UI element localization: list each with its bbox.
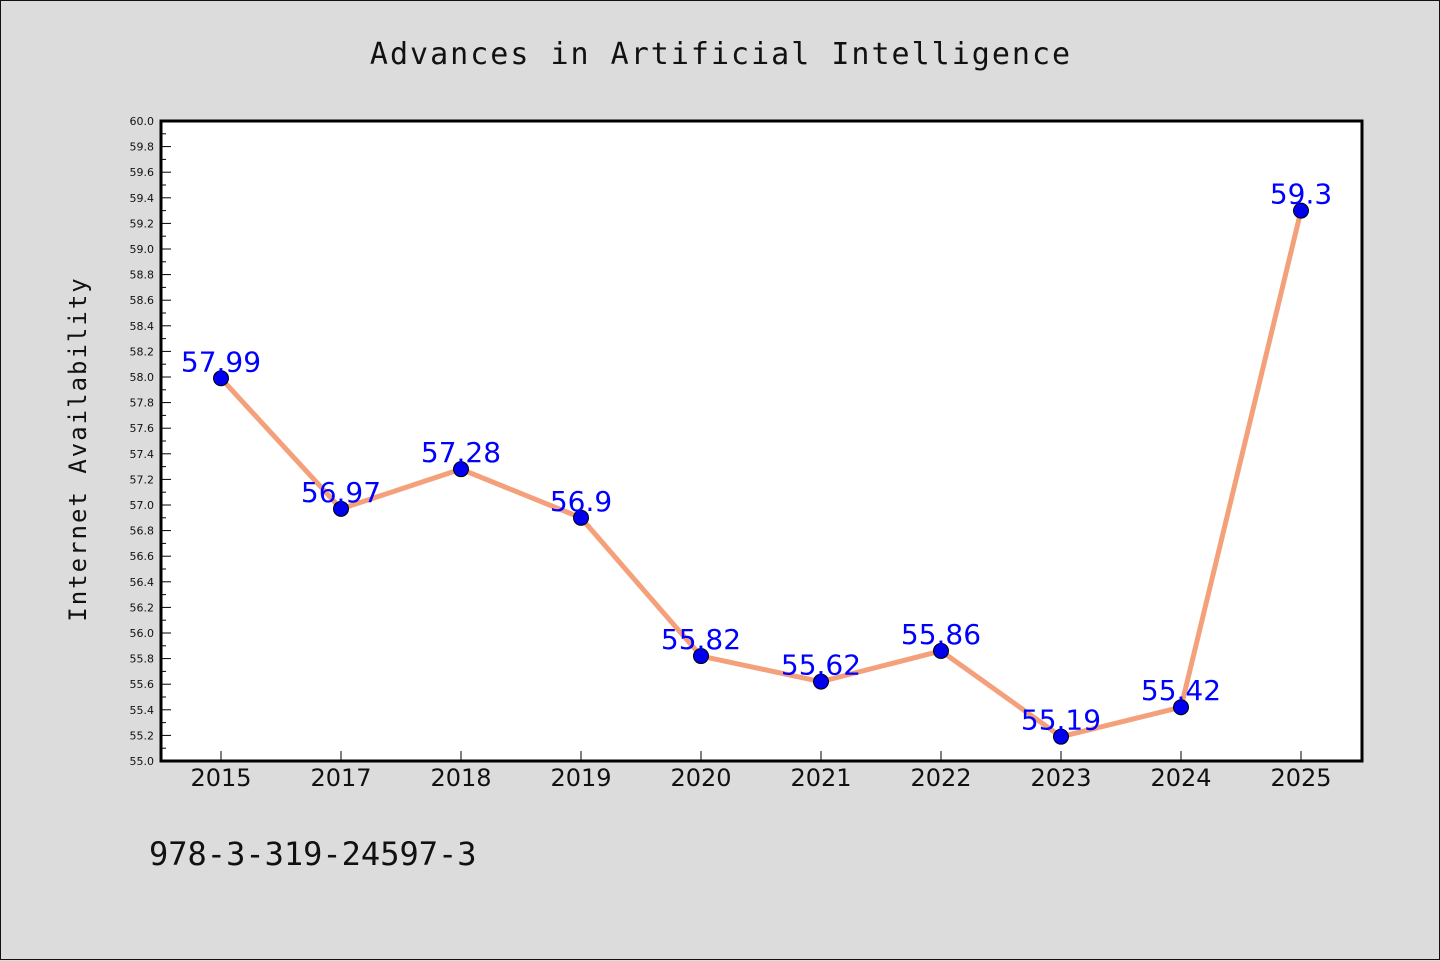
series-line bbox=[219, 210, 1304, 740]
data-point bbox=[453, 461, 469, 478]
x-tick-label: 2018 bbox=[430, 764, 491, 792]
y-tick-label: 58.6 bbox=[130, 294, 155, 307]
y-tick-label: 55.6 bbox=[130, 678, 155, 691]
y-tick-label: 57.8 bbox=[130, 397, 155, 410]
plot-area bbox=[159, 119, 1364, 763]
data-label: 55.82 bbox=[661, 623, 741, 656]
y-tick-label: 55.0 bbox=[130, 755, 155, 768]
y-tick-label: 58.2 bbox=[130, 345, 155, 358]
data-label: 55.42 bbox=[1141, 674, 1221, 707]
chart-title: Advances in Artificial Intelligence bbox=[370, 37, 1072, 72]
y-tick-label: 58.8 bbox=[130, 269, 155, 282]
data-point bbox=[933, 642, 949, 659]
y-tick-label: 60.0 bbox=[130, 115, 155, 128]
y-tick-label: 56.0 bbox=[130, 627, 155, 640]
data-label: 56.9 bbox=[550, 485, 612, 518]
data-label: 55.62 bbox=[781, 649, 861, 682]
y-tick-label: 57.0 bbox=[130, 499, 155, 512]
isbn-text: 978-3-319-24597-3 bbox=[149, 835, 477, 873]
x-tick-label: 2022 bbox=[910, 764, 971, 792]
data-label: 57.99 bbox=[181, 345, 261, 378]
x-tick-label: 2017 bbox=[310, 764, 371, 792]
data-label: 57.28 bbox=[421, 436, 501, 469]
data-point bbox=[1293, 202, 1309, 219]
y-tick-label: 58.4 bbox=[130, 320, 155, 333]
y-tick-label: 55.8 bbox=[130, 653, 155, 666]
y-tick-label: 57.2 bbox=[130, 473, 155, 486]
y-tick-label: 59.8 bbox=[130, 141, 155, 154]
data-point bbox=[1053, 728, 1069, 745]
y-tick-label: 59.6 bbox=[130, 166, 155, 179]
y-tick-label: 59.2 bbox=[130, 217, 155, 230]
data-point bbox=[693, 648, 709, 665]
x-tick-label: 2025 bbox=[1270, 764, 1331, 792]
series-layer: 57.99 56.97 57.28 56.9 55.82 55.62 55.86 55.19 5… bbox=[181, 178, 1332, 745]
data-point bbox=[1173, 699, 1189, 716]
data-label: 56.97 bbox=[301, 476, 381, 509]
data-label: 55.19 bbox=[1021, 704, 1101, 737]
y-tick-label: 55.4 bbox=[130, 704, 155, 717]
x-axis-ticks: 2015 2017 2018 2019 2020 2021 2022 2023 2024 2025 bbox=[190, 751, 1332, 792]
data-point bbox=[333, 500, 349, 517]
x-tick-label: 2021 bbox=[790, 764, 851, 792]
y-tick-label: 56.6 bbox=[130, 550, 155, 563]
y-tick-label: 56.8 bbox=[130, 525, 155, 538]
y-tick-label: 59.4 bbox=[130, 192, 155, 205]
y-tick-label: 59.0 bbox=[130, 243, 155, 256]
y-axis-label: Internet Availability bbox=[64, 276, 92, 621]
data-label: 59.3 bbox=[1270, 178, 1332, 211]
data-point bbox=[813, 673, 829, 690]
x-tick-label: 2020 bbox=[670, 764, 731, 792]
y-tick-label: 58.0 bbox=[130, 371, 155, 384]
x-tick-label: 2019 bbox=[550, 764, 611, 792]
y-axis-ticks: 55.0 55.2 55.4 55.6 55.8 56.0 56.2 56.4 56.6 56.8… bbox=[130, 115, 171, 768]
data-point bbox=[213, 370, 229, 387]
y-tick-label: 56.2 bbox=[130, 601, 155, 614]
x-tick-label: 2015 bbox=[190, 764, 251, 792]
y-tick-label: 56.4 bbox=[130, 576, 155, 589]
y-tick-label: 55.2 bbox=[130, 729, 155, 742]
y-tick-label: 57.6 bbox=[130, 422, 155, 435]
data-point bbox=[573, 509, 589, 526]
data-label: 55.86 bbox=[901, 618, 981, 651]
x-tick-label: 2024 bbox=[1150, 764, 1211, 792]
y-tick-label: 57.4 bbox=[130, 448, 155, 461]
x-tick-label: 2023 bbox=[1030, 764, 1091, 792]
